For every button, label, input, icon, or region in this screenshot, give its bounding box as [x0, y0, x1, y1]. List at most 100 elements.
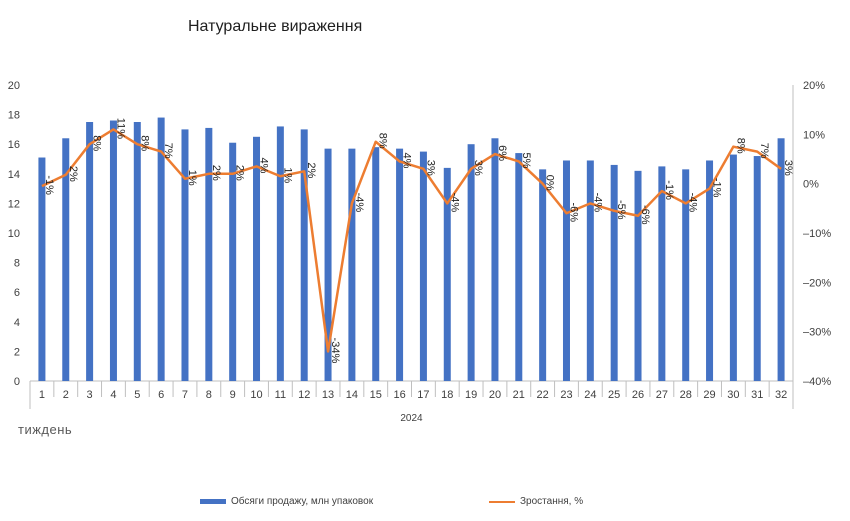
x-tick-label: 14	[346, 389, 358, 401]
bar	[157, 117, 165, 381]
bar	[300, 129, 308, 381]
x-tick-label: 2	[63, 389, 69, 401]
bar	[753, 156, 761, 381]
left-axis-tick-label: 12	[8, 198, 20, 210]
x-tick-label: 25	[608, 389, 620, 401]
legend-item-growth: Зростання, %	[489, 496, 583, 507]
right-axis-tick-label: –40%	[803, 376, 831, 388]
legend-label-growth: Зростання, %	[520, 496, 584, 507]
x-unit-label: тиждень	[18, 422, 73, 437]
data-label: 11%	[114, 118, 126, 139]
bar	[109, 120, 117, 382]
bar	[586, 160, 594, 381]
legend-label-sales: Обсяги продажу, млн упаковок	[231, 496, 374, 507]
right-axis-tick-label: –30%	[803, 327, 831, 339]
legend-swatch-bar	[200, 499, 226, 504]
left-axis-tick-label: 2	[14, 346, 20, 358]
bar	[348, 148, 356, 381]
x-tick-label: 30	[727, 389, 739, 401]
left-axis-tick-label: 18	[8, 110, 20, 122]
data-label: -6%	[567, 202, 579, 222]
x-tick-label: 21	[513, 389, 525, 401]
x-tick-label: 23	[560, 389, 572, 401]
bar	[62, 138, 70, 381]
data-label: 7%	[758, 143, 770, 159]
x-tick-label: 16	[393, 389, 405, 401]
right-axis-tick-label: –20%	[803, 277, 831, 289]
chart-title: Натуральне вираження	[188, 18, 363, 35]
bar	[729, 154, 737, 381]
data-label: 3%	[782, 160, 794, 176]
bar	[324, 148, 332, 381]
left-axis-tick-label: 20	[8, 80, 20, 92]
data-label: -1%	[43, 175, 55, 195]
x-tick-label: 19	[465, 389, 477, 401]
x-tick-label: 9	[230, 389, 236, 401]
bar	[419, 151, 427, 381]
x-tick-label: 28	[680, 389, 692, 401]
data-label: 2%	[305, 162, 317, 178]
data-label: 2%	[210, 165, 222, 181]
data-label: -4%	[448, 193, 460, 213]
bar	[706, 160, 714, 381]
x-tick-label: 22	[537, 389, 549, 401]
x-tick-label: 32	[775, 389, 787, 401]
bars-group	[38, 117, 785, 382]
legend-item-sales: Обсяги продажу, млн упаковок	[200, 496, 373, 507]
x-tick-label: 11	[275, 389, 286, 401]
x-tick-label: 24	[584, 389, 596, 401]
right-axis-tick-label: 0%	[803, 179, 819, 191]
x-tick-label: 3	[87, 389, 93, 401]
x-tick-label: 29	[703, 389, 715, 401]
bar	[777, 138, 785, 381]
data-label: 1%	[281, 167, 293, 183]
axes-group: 1 2 3 4 5 6 7 8 9 10 11 12 13 14 15 16 17 18 19 20 21 22 23 24 2…	[8, 80, 832, 424]
data-label: 5%	[520, 153, 532, 169]
left-axis-tick-label: 14	[8, 169, 20, 181]
bar	[658, 166, 666, 381]
data-label: 1%	[186, 170, 198, 186]
bar	[562, 160, 570, 381]
data-label: -1%	[663, 180, 675, 200]
data-label: 3%	[472, 160, 484, 176]
bar	[133, 122, 141, 381]
left-axis-tick-label: 6	[14, 287, 20, 299]
bar	[396, 148, 404, 381]
data-label: 2%	[67, 166, 79, 182]
data-label: -6%	[639, 205, 651, 225]
left-axis-tick-label: 8	[14, 258, 20, 270]
bar	[372, 147, 380, 381]
right-axis-tick-label: –10%	[803, 228, 831, 240]
growth-line	[41, 128, 782, 353]
bar	[205, 127, 213, 381]
data-label: 8%	[377, 133, 389, 149]
x-tick-label: 13	[322, 389, 334, 401]
x-tick-label: 27	[656, 389, 668, 401]
bar	[682, 169, 690, 381]
data-label: 0%	[544, 175, 556, 191]
bar	[610, 164, 618, 381]
bar	[539, 169, 547, 381]
line-group	[41, 128, 782, 353]
data-label: -4%	[687, 193, 699, 213]
x-tick-label: 6	[158, 389, 164, 401]
bar	[634, 170, 642, 381]
data-label: 8%	[91, 135, 103, 151]
bar	[253, 136, 261, 381]
data-label: 2%	[234, 165, 246, 181]
right-axis-tick-label: 20%	[803, 80, 825, 92]
data-label: -5%	[615, 200, 627, 220]
left-axis-tick-label: 16	[8, 139, 20, 151]
x-tick-label: 26	[632, 389, 644, 401]
x-tick-label: 4	[110, 389, 116, 401]
x-tick-label: 18	[441, 389, 453, 401]
x-tick-label: 5	[134, 389, 140, 401]
bar	[181, 129, 189, 381]
bar	[38, 157, 46, 381]
data-label: 7%	[162, 143, 174, 159]
left-axis-tick-label: 4	[14, 317, 20, 329]
x-tick-label: 17	[417, 389, 429, 401]
x-tick-label: 31	[751, 389, 763, 401]
